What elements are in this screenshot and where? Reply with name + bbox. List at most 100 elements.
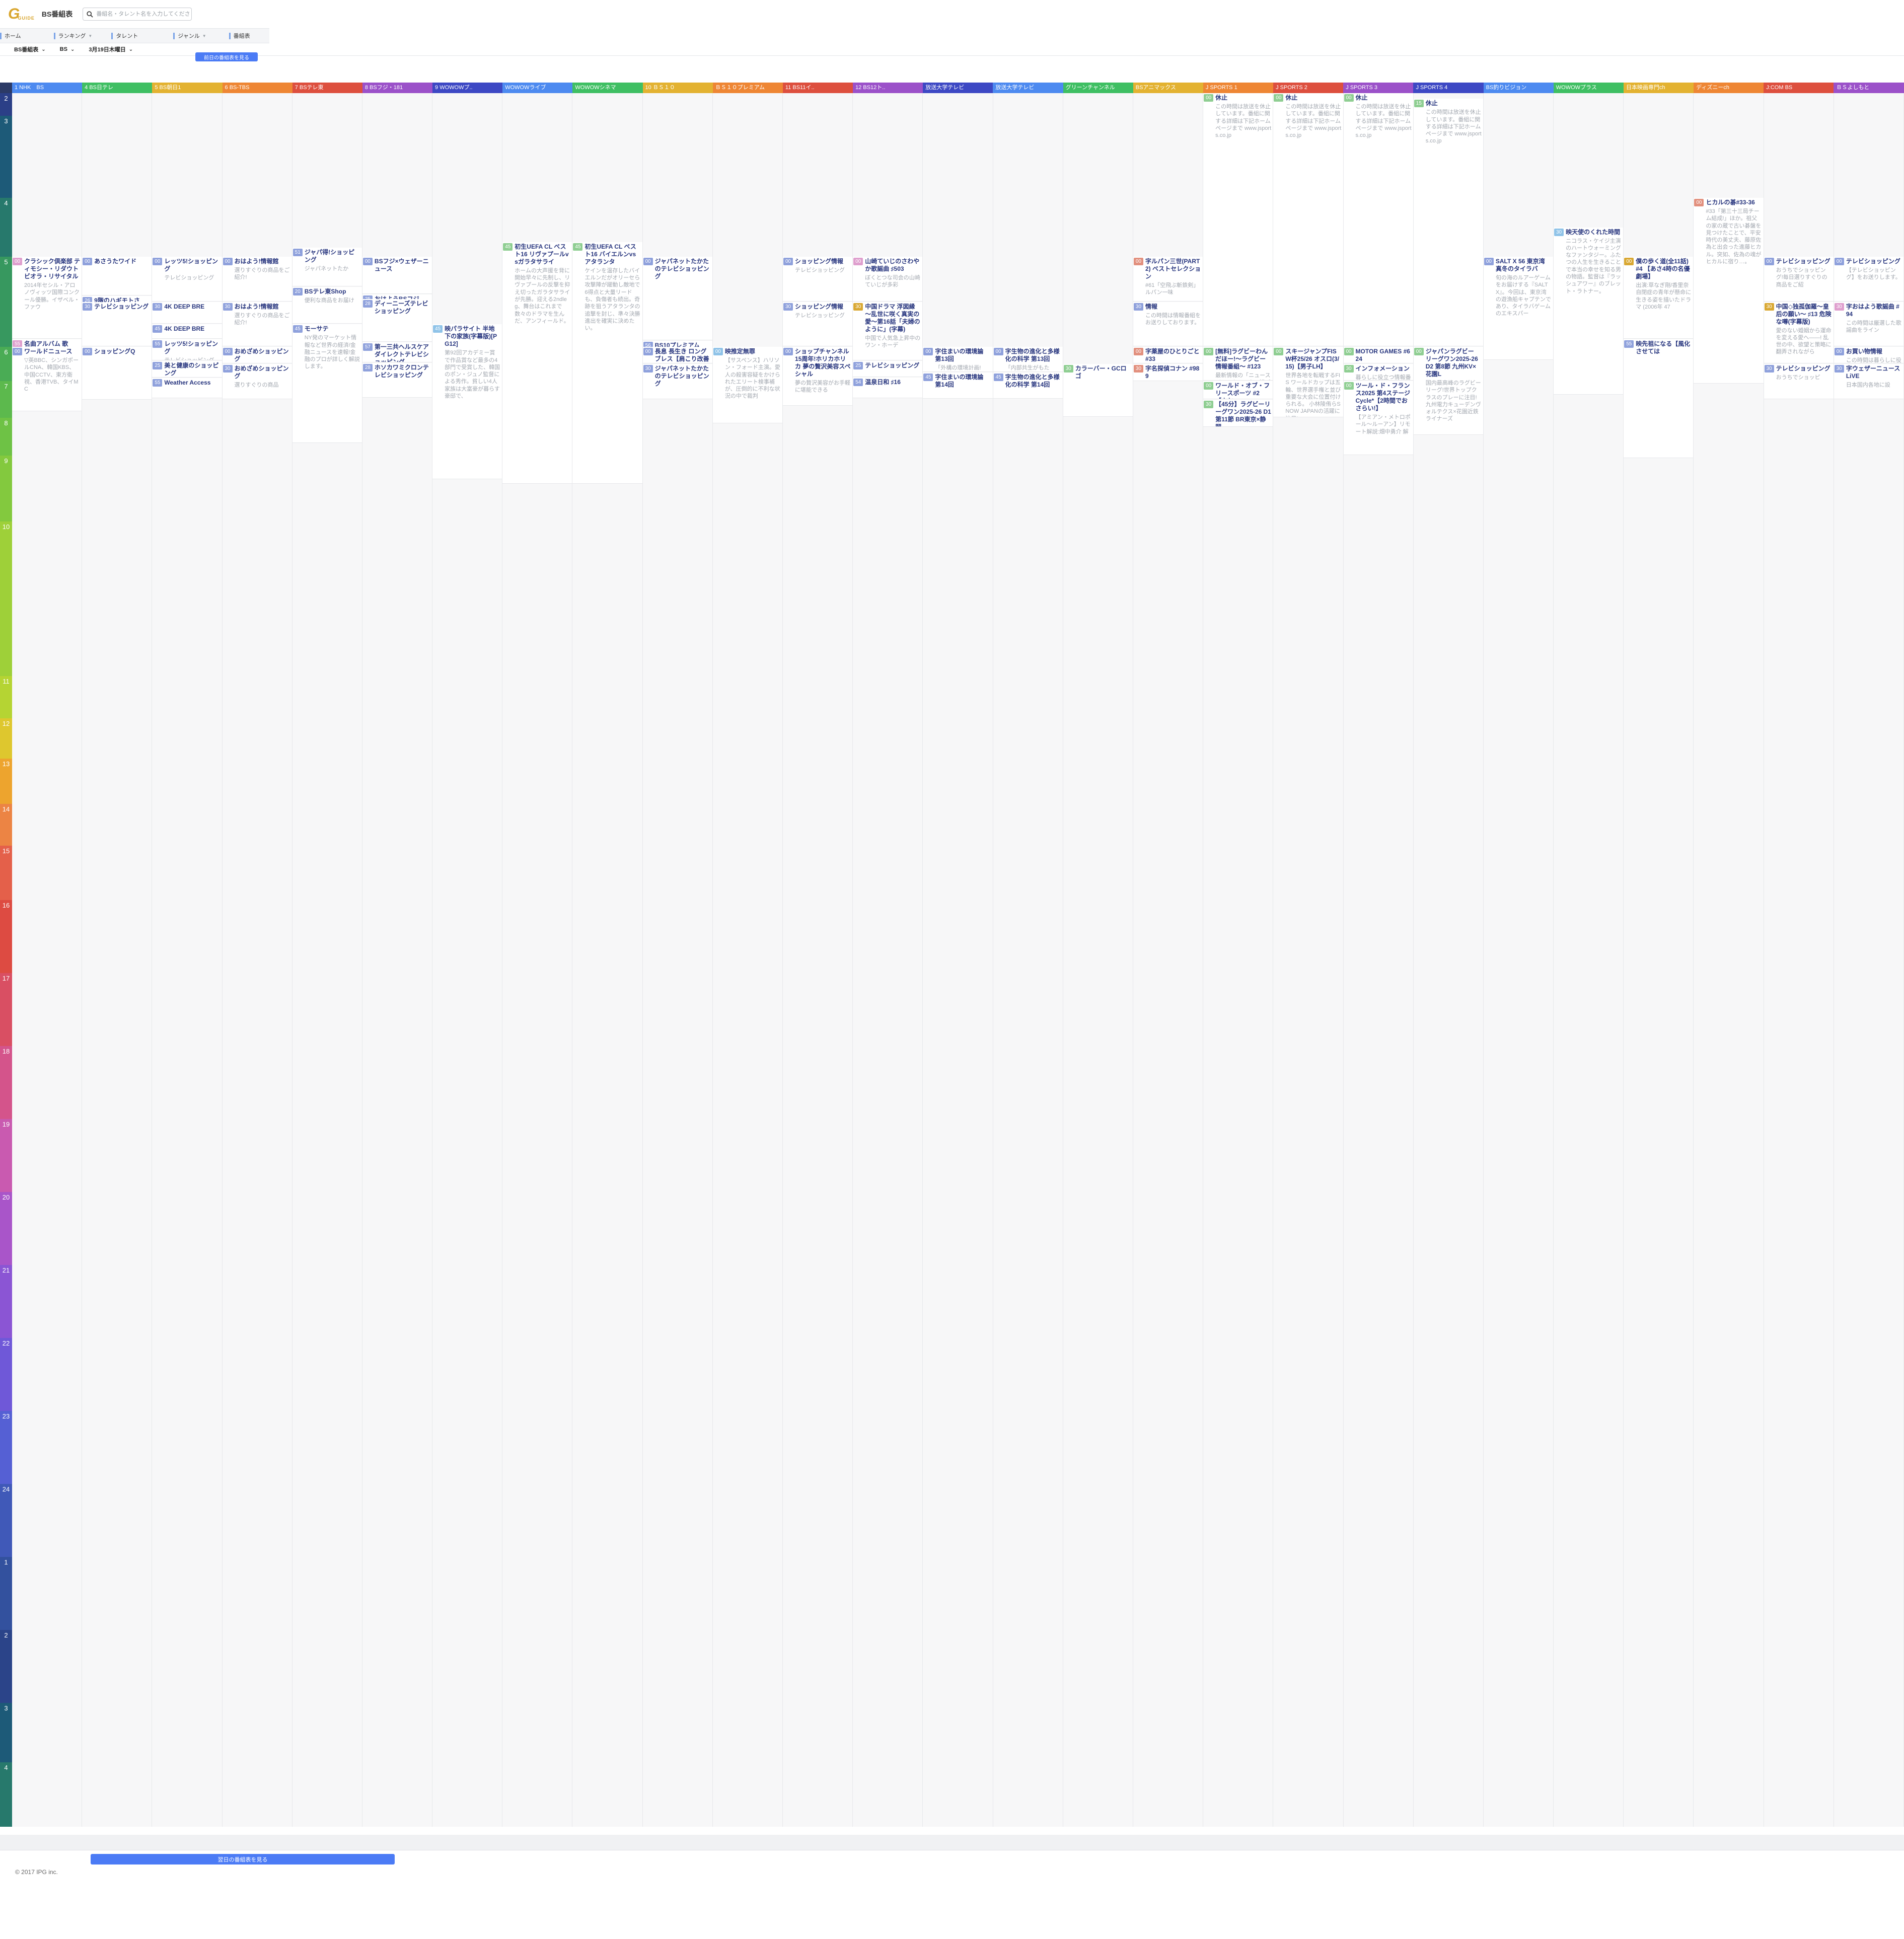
program-cell[interactable]: 45 初生UEFA CL ベスト16 バイエルンvsアタランタ ケインを温存したバイ… xyxy=(572,242,642,484)
program-cell[interactable]: 55 名曲アルバム 歌 xyxy=(12,339,82,349)
channel-header-19[interactable]: J SPORTS 2 xyxy=(1273,83,1344,93)
channel-header-9[interactable]: WOWOWシネマ xyxy=(572,83,643,93)
program-cell[interactable]: 25 テレビショッピング xyxy=(853,361,923,378)
program-cell[interactable]: 00 ジャパンラグビー リーグワン2025-26 D2 第8節 九州KV×花園L 国… xyxy=(1413,347,1483,435)
channel-header-16[interactable]: グリーンチャンネル xyxy=(1063,83,1133,93)
program-cell[interactable]: 00 テレビショッピング 【テレビショッピング】をお送りします。 xyxy=(1834,257,1903,302)
program-cell[interactable]: 00 僕の歩く道(全11話)#4 【あさ4時の名優劇場】 出演:草なぎ剛/香里奈 自… xyxy=(1624,257,1694,339)
program-cell[interactable]: 45 映パラサイト 半地下の家族(字幕版)[PG12] 第92回アカデミー賞で作品賞… xyxy=(432,324,502,479)
nav-item-3[interactable]: ジャンル ▼ xyxy=(173,29,211,43)
channel-header-26[interactable]: J:COM BS xyxy=(1764,83,1834,93)
program-cell[interactable]: 00 [無料]ラグビーわんだほー!～ラグビー情報番組～ #123 最新情報の「ニュー… xyxy=(1203,347,1273,381)
program-cell[interactable]: 30 情報 この時間は情報番組をお送りしております。 xyxy=(1133,302,1203,346)
channel-header-2[interactable]: 4 BS日テレ xyxy=(82,83,153,93)
program-cell[interactable]: 30 テレビショッピング xyxy=(82,302,152,346)
program-cell[interactable]: 00 ヒカルの碁#33-36 #33「第三十三局チーム結成!」ほか。祖父の家の蔵で古… xyxy=(1694,198,1764,384)
search-input[interactable] xyxy=(95,11,192,18)
program-cell[interactable]: 25美と健康のショッピングテレビショッピン xyxy=(152,361,222,378)
program-cell[interactable]: 00 レッツ5!ショッピング テレビショッピング xyxy=(152,257,222,302)
program-cell[interactable]: 00お買い物情報この時間は暮らしに役立つお買い物 xyxy=(1834,347,1903,363)
program-cell[interactable]: 00 休止 この時間は放送を休止しています。番組に関する詳細は下記ホームページまで … xyxy=(1343,93,1413,346)
channel-header-7[interactable]: 9 WOWOWプ.. xyxy=(432,83,503,93)
program-cell[interactable]: 00 山崎ていじのさわやか歌謡曲 ♯503 ぼくとつな司会の山崎ていじが多彩 xyxy=(853,257,923,302)
program-cell[interactable]: 00おめざめショッピング選りすぐりの商品 xyxy=(222,347,292,363)
program-cell[interactable]: 00 映推定無罪 【サスペンス】ハリソン・フォード主演。愛人の殺害容疑をかけられたエ… xyxy=(712,347,783,423)
program-cell[interactable]: 30 テレビショッピング おうちでショッピ xyxy=(1764,364,1834,399)
program-cell[interactable]: 00 SALT X 56 東京湾 真冬のタイラバ 旬の海のルアーゲームをお届けする『… xyxy=(1483,257,1554,360)
nav-item-2[interactable]: タレント xyxy=(111,29,143,43)
next-day-button[interactable]: 翌日の番組表を見る xyxy=(91,1854,395,1865)
channel-header-15[interactable]: 放送大学テレビ xyxy=(993,83,1063,93)
channel-header-8[interactable]: WOWOWライブ xyxy=(502,83,573,93)
program-cell[interactable]: 00 休止 この時間は放送を休止しています。番組に関する詳細は下記ホームページまで … xyxy=(1273,93,1343,346)
channel-header-10[interactable]: 10 ＢＳ１０ xyxy=(642,83,713,93)
program-cell[interactable]: 20 BSテレ東Shop 便利な商品をお届け xyxy=(292,286,362,324)
filter-select-0[interactable]: BS番組表 ⌄ xyxy=(14,45,46,53)
channel-header-4[interactable]: 6 BS-TBS xyxy=(222,83,292,93)
channel-header-14[interactable]: 放送大学テレビ xyxy=(923,83,993,93)
program-cell[interactable]: 30 おはよう!情報館 選りすぐりの商品をご紹介! xyxy=(222,302,292,346)
channel-header-3[interactable]: 5 BS朝日1 xyxy=(152,83,223,93)
nav-item-4[interactable]: 番組表 xyxy=(229,29,255,43)
program-cell[interactable]: 55 Weather Access xyxy=(152,378,222,399)
program-cell[interactable]: 30 おめざめショッピング 選りすぐりの商品 xyxy=(222,364,292,399)
program-cell[interactable]: 54 温泉日和 ♯16 xyxy=(853,378,923,399)
program-cell[interactable]: 00 ショッピング情報 テレビショッピング xyxy=(783,257,853,302)
channel-header-1[interactable]: 1 NHK BS xyxy=(12,83,83,93)
program-cell[interactable]: 00 あさうたワイド xyxy=(82,257,152,295)
program-cell[interactable]: 00 字ルパン三世(PART2) ベストセレクション #61「空飛ぶ斬鉄剣」 ルパン… xyxy=(1133,257,1203,302)
channel-header-27[interactable]: ＢＳよしもと xyxy=(1834,83,1904,93)
filter-select-1[interactable]: BS ⌄ xyxy=(60,46,75,52)
program-cell[interactable]: 30 字ウェザーニュースLiVE 日本国内各地に設 xyxy=(1834,364,1903,399)
program-cell[interactable]: 00 BSフジ×ウェザーニュース xyxy=(362,257,432,294)
program-cell[interactable]: 30 カラーバー・GCロゴ xyxy=(1063,364,1133,417)
channel-header-18[interactable]: J SPORTS 1 xyxy=(1203,83,1274,93)
program-cell[interactable]: 45 字住まいの環境論 第14回 xyxy=(923,372,993,399)
channel-header-23[interactable]: WOWOWプラス xyxy=(1553,83,1624,93)
program-cell[interactable]: 30 ジャパネットたかたのテレビショッピング xyxy=(642,364,712,399)
channel-header-13[interactable]: 12 BS12ト.. xyxy=(853,83,923,93)
program-cell[interactable]: 30 字おはよう歌謡曲 #94 この時間は厳選した歌謡曲をライン xyxy=(1834,302,1903,346)
program-cell[interactable]: 15 休止 この時間は放送を休止しています。番組に関する詳細は下記ホームページまで … xyxy=(1413,99,1483,346)
program-cell[interactable]: 00 おはよう!情報館 選りすぐりの商品をご紹介! xyxy=(222,257,292,302)
program-cell[interactable]: 30 4K DEEP BRE xyxy=(152,302,222,324)
program-cell[interactable]: 00 クラシック倶楽部 ティモシー・リダウト ビオラ・リサイタル 2014年セシル・… xyxy=(12,257,82,339)
program-cell[interactable]: 51 ジャパ得!ショッピング ジャパネットたか xyxy=(292,248,362,286)
channel-header-12[interactable]: 11 BS11イ.. xyxy=(782,83,853,93)
program-cell[interactable]: 00 テレビショッピング おうちでショッピング!毎日選りすぐりの商品をご紹 xyxy=(1764,257,1834,302)
program-cell[interactable]: 00 ショッピングQ xyxy=(82,347,152,400)
channel-header-11[interactable]: ＢＳ１０プレミアム xyxy=(712,83,783,93)
channel-header-24[interactable]: 日本映画専門ch xyxy=(1623,83,1694,93)
channel-header-21[interactable]: J SPORTS 4 xyxy=(1413,83,1484,93)
program-cell[interactable]: 00 ショップチャンネル 15周年!ホリカホリカ 夢の贅沢美容スペシャル 夢の贅沢美… xyxy=(783,347,853,406)
program-cell[interactable]: 28 ホソカワミクロンテレビショッピング xyxy=(362,362,432,398)
prev-day-button[interactable]: 前日の番組表を見る xyxy=(195,52,258,61)
filter-select-2[interactable]: 3月19日木曜日 ⌄ xyxy=(89,45,133,53)
program-cell[interactable]: 45 4K DEEP BRE xyxy=(152,324,222,339)
program-cell[interactable]: 00 ジャパネットたかたのテレビショッピング xyxy=(642,257,712,341)
program-cell[interactable]: 00 字住まいの環境論 第13回 「外構の環境計画! xyxy=(923,347,993,372)
channel-header-22[interactable]: BS釣りビジョン xyxy=(1483,83,1554,93)
program-cell[interactable]: 30 映天使のくれた時間 ニコラス・ケイジ主演のハートウォーミングなファンタジー。ふ… xyxy=(1554,227,1624,395)
program-cell[interactable]: 00 スキージャンプFIS W杯25/26 オスロ(3/15)【男子LH】 世界各地… xyxy=(1273,347,1343,417)
channel-header-5[interactable]: 7 BSテレ東 xyxy=(292,83,362,93)
nav-item-0[interactable]: ホーム xyxy=(0,29,26,43)
program-cell[interactable]: 00 ワールドニュース ▽英BBC、シンガポールCNA、韓国KBS、中国CCTV、東… xyxy=(12,347,82,412)
program-cell[interactable]: 55 映先祖になる【風化させては xyxy=(1624,339,1694,458)
program-cell[interactable]: 45 初生UEFA CL ベスト16 リヴァプールvsガラタサライ ホームの大声援を… xyxy=(502,242,572,484)
program-cell[interactable]: 30【45分】ラグビーリーグワン2025-26 D1 第11節 BR東京×静岡<… xyxy=(1203,399,1273,427)
program-cell[interactable]: 30インフォメーション暮らしに役立つ情報番組 xyxy=(1343,364,1413,381)
program-cell[interactable]: 00 字生物の進化と多様化の科学 第13回 「内部共生がもた xyxy=(993,347,1063,372)
channel-header-6[interactable]: 8 BSフジ・181 xyxy=(362,83,433,93)
program-cell[interactable]: 57 第一三共ヘルスケアダイレクトテレビショッピング xyxy=(362,342,432,362)
nav-item-1[interactable]: ランキング ▼ xyxy=(53,29,98,43)
program-cell[interactable]: 55 レッツ5!ショッピング テレビショッピング xyxy=(152,339,222,361)
channel-header-25[interactable]: ディズニーch xyxy=(1694,83,1764,93)
program-cell[interactable]: 00 ツール・ド・フランス2025 第4ステージ Cycle*【2時間でおさらい!… xyxy=(1343,381,1413,455)
program-cell[interactable]: 00 休止 この時間は放送を休止しています。番組に関する詳細は下記ホームページまで … xyxy=(1203,93,1273,346)
program-cell[interactable]: 45 字生物の進化と多様化の科学 第14回 xyxy=(993,372,1063,399)
program-cell[interactable]: 30 中国◇独孤伽羅～皇后の願い～ ♯13 危険な噂(字幕版) 愛のない婚姻から運命… xyxy=(1764,302,1834,363)
